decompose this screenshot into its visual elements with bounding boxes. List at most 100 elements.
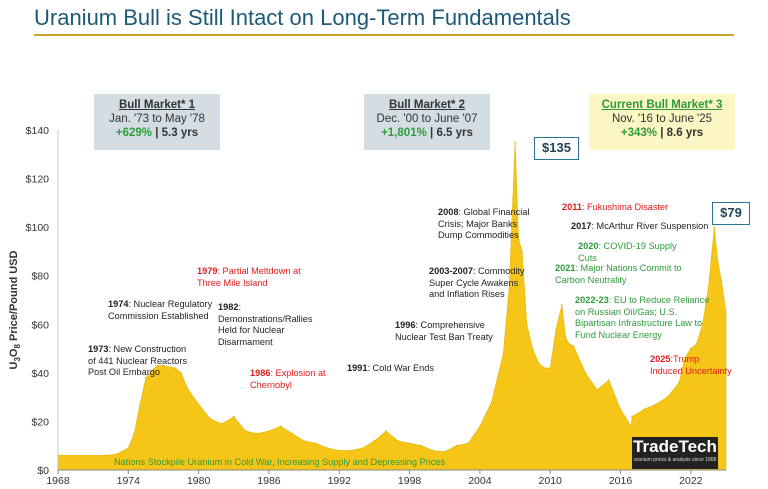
price-point <box>654 403 657 406</box>
price-point <box>690 347 692 350</box>
price-point <box>162 364 165 367</box>
price-point <box>80 454 83 457</box>
price-point <box>643 408 645 411</box>
bull-market-2-dates: Dec. '00 to June '07 <box>376 113 478 125</box>
price-point <box>517 238 520 241</box>
price-point <box>68 454 71 457</box>
x-tick-label: 2010 <box>539 475 563 487</box>
bull-market-2-heading: Bull Market* 2 <box>388 99 466 111</box>
price-point <box>432 449 434 452</box>
annotation-2021: 2021: Major Nations Commit to Carbon Neu… <box>555 263 682 285</box>
page-title: Uranium Bull is Still Intact on Long-Ter… <box>34 5 571 30</box>
price-point <box>514 141 516 143</box>
x-tick-label: 1980 <box>187 475 211 487</box>
x-tick-label: 2022 <box>679 475 703 487</box>
y-tick-label: $60 <box>31 319 49 331</box>
price-point <box>145 376 147 379</box>
price-point <box>717 260 719 262</box>
y-tick-label: $40 <box>31 368 49 380</box>
bull-market-1-heading: Bull Market* 1 <box>118 99 196 111</box>
x-tick-label: 1992 <box>328 475 352 487</box>
price-point <box>151 369 153 372</box>
price-point <box>537 362 540 364</box>
bull-market-3-sep: | <box>657 127 667 139</box>
price-point <box>180 372 182 374</box>
price-point <box>408 442 411 445</box>
price-point <box>455 444 458 447</box>
price-point <box>443 451 446 453</box>
price-point <box>104 454 106 457</box>
x-tick-label: 2004 <box>468 475 492 487</box>
price-point <box>174 367 176 369</box>
price-point <box>197 403 200 406</box>
current-price-label: $79 <box>712 202 750 225</box>
annotation-1979: 1979: Partial Meltdown at Three Mile Isl… <box>197 266 301 288</box>
price-point <box>631 415 633 418</box>
y-tick-label: $120 <box>26 174 50 186</box>
bull-market-3-pct: +343% <box>620 127 658 139</box>
bull-market-2-stats: +1,801% | 6.5 yrs <box>364 126 490 140</box>
price-point <box>315 442 317 445</box>
annotation-1974: 1974: Nuclear Regulatory Commission Esta… <box>108 299 213 321</box>
bull-market-2-pct: +1,801% <box>381 127 427 139</box>
price-point <box>564 335 567 338</box>
price-point <box>338 449 341 452</box>
price-point <box>397 440 399 442</box>
title-divider <box>34 34 734 36</box>
price-point <box>209 418 212 420</box>
price-point <box>666 396 669 398</box>
y-tick-label: $20 <box>31 416 49 428</box>
x-tick-label: 1968 <box>46 475 70 487</box>
bull-market-1-stats: +629% | 5.3 yrs <box>94 126 220 140</box>
annotation-2017: 2017: McArthur River Suspension <box>571 221 709 231</box>
bull-market-2-duration: 6.5 yrs <box>436 127 473 139</box>
price-point <box>92 454 94 457</box>
price-point <box>350 449 352 452</box>
bull-market-1-box: Bull Market* 1 Jan. '73 to May '78 +629%… <box>94 94 220 150</box>
annotation-2022-23: 2022-23: EU to Reduce Reliance on Russia… <box>575 295 710 340</box>
area-layer <box>57 141 727 471</box>
y-axis-label-part: 3 <box>13 357 22 362</box>
y-tick-label: $80 <box>31 271 49 283</box>
bull-market-3-dates: Nov. '16 to June '25 <box>611 113 713 125</box>
x-tick-label: 1998 <box>398 475 422 487</box>
price-point <box>303 440 305 442</box>
y-axis-label-part: 8 <box>13 344 22 349</box>
price-point <box>584 372 587 374</box>
annotation-2020: 2020: COVID-19 Supply Cuts <box>578 241 677 263</box>
price-point <box>596 389 598 391</box>
x-tick-label: 2016 <box>609 475 633 487</box>
y-axis-label-part: O <box>8 348 20 357</box>
y-tick-label: $100 <box>26 222 50 234</box>
price-point <box>608 379 610 381</box>
price-point <box>508 287 511 289</box>
price-point <box>127 447 130 449</box>
bull-market-1-pct: +629% <box>115 127 153 139</box>
price-point <box>186 386 188 389</box>
bull-market-1-duration: 5.3 yrs <box>161 127 199 139</box>
price-point <box>521 250 523 253</box>
price-point <box>115 453 118 456</box>
price-point <box>133 432 135 435</box>
y-tick-label: $140 <box>26 125 50 137</box>
logo-tagline: uranium prices & analysis since 1968 <box>633 457 717 463</box>
price-point <box>684 357 686 360</box>
annotation-2008: 2008: Global Financial Crisis; Major Ban… <box>438 207 530 240</box>
price-point <box>526 323 528 326</box>
price-point <box>630 425 632 428</box>
x-tick-label: 1974 <box>117 475 141 487</box>
price-point <box>291 432 294 435</box>
y-axis-label-part: Price/Pound USD <box>8 250 20 344</box>
price-point <box>555 328 557 330</box>
price-point <box>725 311 727 313</box>
bottom-note: Nations Stockpile Uranium in Cold War, I… <box>114 457 446 467</box>
price-point <box>373 440 376 442</box>
price-point <box>549 367 551 369</box>
price-point <box>326 447 329 449</box>
bull-market-3-stats: +343% | 8.6 yrs <box>589 126 735 140</box>
price-point <box>244 430 247 432</box>
annotation-2011: 2011: Fukushima Disaster <box>562 202 669 212</box>
annotation-1982: 1982: Demonstrations/Rallies Held for Nu… <box>218 302 313 347</box>
tradetech-logo: TradeTech uranium prices & analysis sinc… <box>632 437 718 469</box>
price-point <box>139 403 141 406</box>
